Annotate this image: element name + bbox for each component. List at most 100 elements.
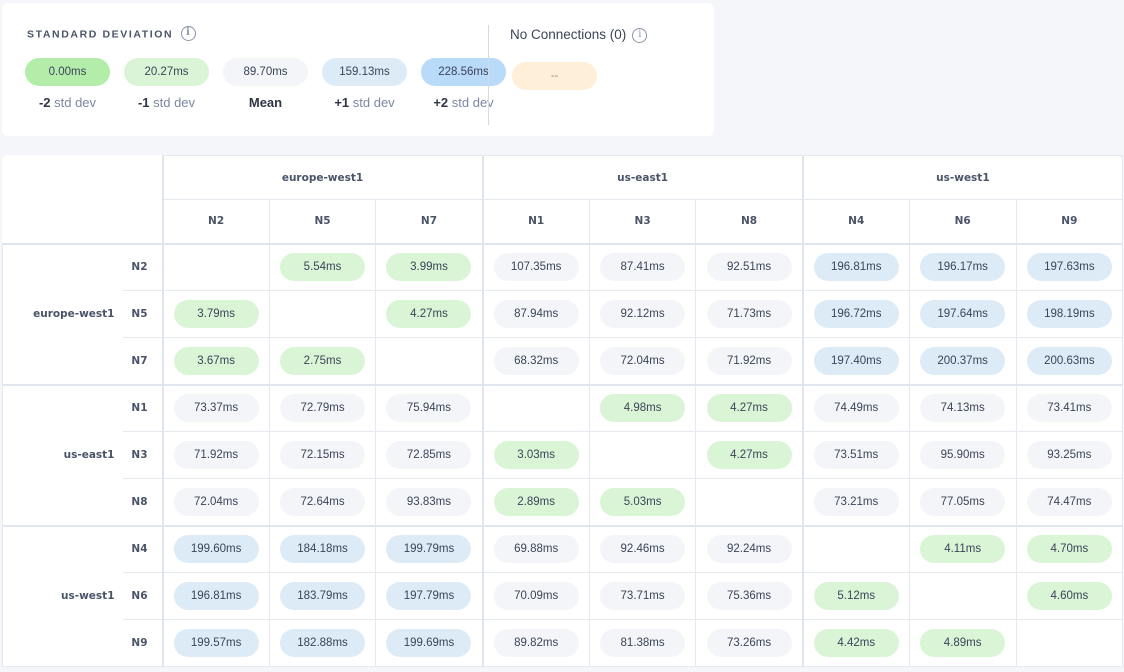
latency-value: 197.40ms	[813, 346, 899, 375]
latency-value: 71.92ms	[173, 441, 259, 469]
latency-value: 72.64ms	[280, 487, 366, 516]
latency-cell: 4.89ms	[908, 619, 1017, 667]
latency-value: 197.64ms	[920, 300, 1006, 328]
row-node-header: N4	[122, 524, 163, 573]
latency-value: 87.94ms	[493, 300, 579, 328]
latency-value: 81.38ms	[600, 629, 686, 657]
latency-value: 74.47ms	[1026, 487, 1112, 516]
latency-value: 182.88ms	[280, 629, 366, 657]
latency-cell: 73.71ms	[588, 572, 697, 620]
column-region-header: europe-west1	[161, 155, 484, 200]
latency-cell: 95.90ms	[908, 431, 1017, 479]
latency-cell: 73.21ms	[801, 478, 910, 526]
latency-value: 92.51ms	[706, 253, 792, 282]
legend-item: 0.00ms -2 std dev	[25, 58, 110, 110]
latency-value: 87.41ms	[600, 253, 686, 282]
column-node-header: N4	[801, 199, 910, 244]
latency-cell: 72.04ms	[588, 337, 697, 385]
legend-item: 89.70ms Mean	[223, 58, 308, 110]
latency-value: 73.41ms	[1026, 394, 1112, 423]
info-icon[interactable]: i	[632, 27, 648, 43]
latency-value: 72.04ms	[600, 346, 686, 375]
legend-item: 159.13ms +1 std dev	[322, 58, 407, 110]
column-node-header: N2	[161, 199, 270, 244]
latency-value: 200.63ms	[1026, 346, 1112, 375]
table-row: N8 72.04ms 72.64ms 93.83ms 2.89ms 5.03ms 73.21…	[3, 478, 1124, 526]
legend-item: 228.56ms +2 std dev	[421, 58, 506, 110]
latency-cell: 3.99ms	[375, 242, 484, 291]
latency-cell: 199.79ms	[375, 524, 484, 573]
latency-cell	[801, 524, 910, 573]
latency-value: 73.71ms	[600, 582, 686, 610]
latency-cell	[1015, 619, 1124, 667]
latency-cell: 74.13ms	[908, 383, 1017, 432]
latency-value: 72.85ms	[386, 441, 472, 469]
latency-value: 71.92ms	[706, 346, 792, 375]
no-connections-pill: --	[512, 62, 597, 90]
latency-cell: 196.81ms	[161, 572, 270, 620]
legend-label: Mean	[248, 95, 283, 110]
latency-cell: 69.88ms	[481, 524, 590, 573]
latency-cell: 3.67ms	[161, 337, 270, 385]
table-row: N3 71.92ms 72.15ms 72.85ms 3.03ms 4.27ms 73.51…	[3, 431, 1124, 479]
latency-value: 95.90ms	[920, 441, 1006, 469]
column-node-header: N9	[1015, 199, 1124, 244]
latency-cell	[908, 572, 1017, 620]
latency-value: 199.60ms	[173, 535, 259, 564]
latency-value: 3.67ms	[173, 346, 259, 375]
latency-value: 5.12ms	[813, 582, 899, 610]
latency-cell: 3.03ms	[481, 431, 590, 479]
latency-cell: 4.98ms	[588, 383, 697, 432]
latency-cell: 72.85ms	[375, 431, 484, 479]
latency-cell: 200.37ms	[908, 337, 1017, 385]
std-dev-legend-panel: STANDARD DEVIATION i 0.00ms -2 std dev 20.2…	[2, 3, 714, 136]
column-region-header: us-east1	[481, 155, 804, 200]
latency-cell: 93.83ms	[375, 478, 484, 526]
legend-label: +1 std dev	[334, 95, 395, 110]
latency-cell: 197.64ms	[908, 290, 1017, 338]
latency-cell: 2.89ms	[481, 478, 590, 526]
latency-cell: 4.70ms	[1015, 524, 1124, 573]
row-node-header: N7	[122, 337, 163, 385]
latency-cell: 107.35ms	[481, 242, 590, 291]
latency-cell: 93.25ms	[1015, 431, 1124, 479]
latency-value: 92.46ms	[600, 535, 686, 564]
info-icon[interactable]: i	[181, 26, 197, 41]
latency-value: 74.13ms	[920, 394, 1006, 423]
latency-value: 73.21ms	[813, 487, 899, 516]
latency-cell: 70.09ms	[481, 572, 590, 620]
legend-label: -2 std dev	[38, 95, 97, 110]
latency-value: 93.25ms	[1026, 441, 1112, 469]
row-node-header: N9	[122, 619, 163, 667]
row-node-header: N2	[122, 242, 163, 291]
column-node-header: N5	[268, 199, 377, 244]
column-node-header: N8	[695, 199, 804, 244]
latency-value: 4.27ms	[706, 394, 792, 423]
latency-value: 73.37ms	[173, 394, 259, 423]
latency-value: 73.26ms	[706, 629, 792, 657]
latency-value: 4.98ms	[600, 394, 686, 423]
latency-cell: 71.92ms	[695, 337, 804, 385]
latency-cell: 196.72ms	[801, 290, 910, 338]
latency-cell	[268, 290, 377, 338]
latency-cell: 77.05ms	[908, 478, 1017, 526]
latency-cell: 2.75ms	[268, 337, 377, 385]
legend-pill: 228.56ms	[421, 58, 506, 86]
latency-cell: 196.17ms	[908, 242, 1017, 291]
latency-value: 197.79ms	[386, 582, 472, 610]
table-row: N5 3.79ms 4.27ms 87.94ms 92.12ms 71.73ms 196.7…	[3, 290, 1124, 338]
latency-value: 198.19ms	[1026, 300, 1112, 328]
latency-value: 196.81ms	[813, 253, 899, 282]
latency-cell: 4.42ms	[801, 619, 910, 667]
latency-cell: 72.79ms	[268, 383, 377, 432]
latency-value: 77.05ms	[920, 487, 1006, 516]
latency-cell: 92.24ms	[695, 524, 804, 573]
latency-value: 69.88ms	[493, 535, 579, 564]
latency-cell: 81.38ms	[588, 619, 697, 667]
latency-cell: 199.57ms	[161, 619, 270, 667]
latency-value: 3.03ms	[493, 441, 579, 469]
latency-cell: 197.79ms	[375, 572, 484, 620]
row-node-header: N1	[122, 383, 163, 432]
latency-cell: 92.46ms	[588, 524, 697, 573]
table-row: N6 196.81ms 183.79ms 197.79ms 70.09ms 73.71ms…	[3, 572, 1124, 620]
